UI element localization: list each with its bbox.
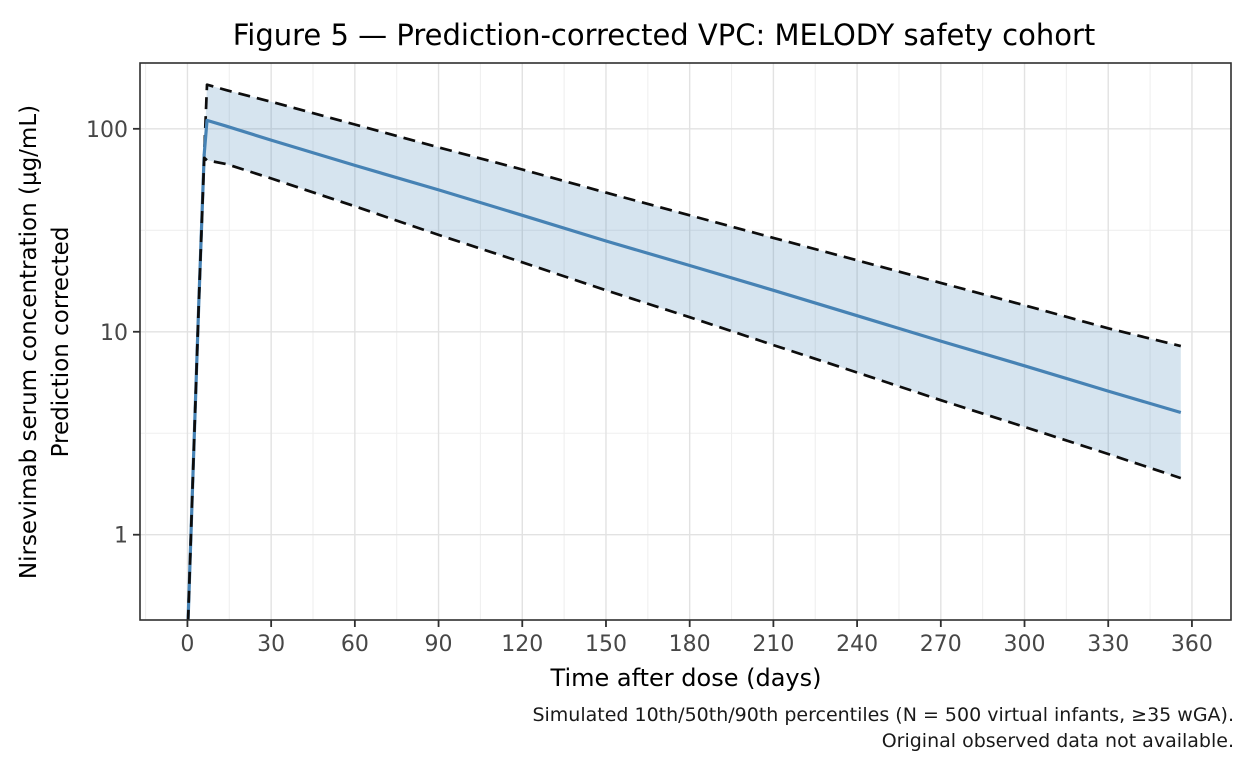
percentile-line [186, 156, 1182, 620]
x-tick-label: 60 [341, 632, 369, 657]
x-axis-ticks: 0 30 60 90 120 150 180 210 240 270 300 330 360 [180, 620, 1213, 657]
caption-line-2: Original observed data not available. [882, 730, 1234, 752]
x-tick-label: 90 [425, 632, 453, 657]
x-tick-label: 120 [501, 632, 543, 657]
panel-border [139, 62, 1232, 621]
x-tick-label: 240 [836, 632, 878, 657]
x-tick-label: 360 [1171, 632, 1213, 657]
percentile-ribbon [188, 84, 1181, 620]
y-axis-ticks: 1 10 100 [86, 118, 140, 549]
y-axis-title-line2: Prediction corrected [48, 227, 74, 458]
caption-line-1: Simulated 10th/50th/90th percentiles (N … [532, 704, 1234, 726]
gridlines-major [140, 63, 1231, 620]
x-tick-label: 0 [180, 632, 194, 657]
plot-panel [139, 62, 1232, 621]
x-tick-label: 30 [257, 632, 285, 657]
y-axis-title-line1: Nirsevimab serum concentration (µg/mL) [16, 105, 42, 579]
x-tick-label: 270 [920, 632, 962, 657]
figure-title: Figure 5 — Prediction-corrected VPC: MEL… [233, 18, 1096, 52]
x-tick-label: 150 [585, 632, 627, 657]
x-tick-label: 210 [752, 632, 794, 657]
gridlines-minor [140, 63, 1231, 620]
series-layer [186, 83, 1182, 620]
y-tick-label: 100 [86, 118, 128, 143]
x-tick-label: 180 [669, 632, 711, 657]
x-axis-title: Time after dose (days) [550, 664, 822, 692]
y-tick-label: 10 [100, 321, 128, 346]
x-tick-label: 330 [1087, 632, 1129, 657]
y-tick-label: 1 [114, 524, 128, 549]
x-tick-label: 300 [1004, 632, 1046, 657]
